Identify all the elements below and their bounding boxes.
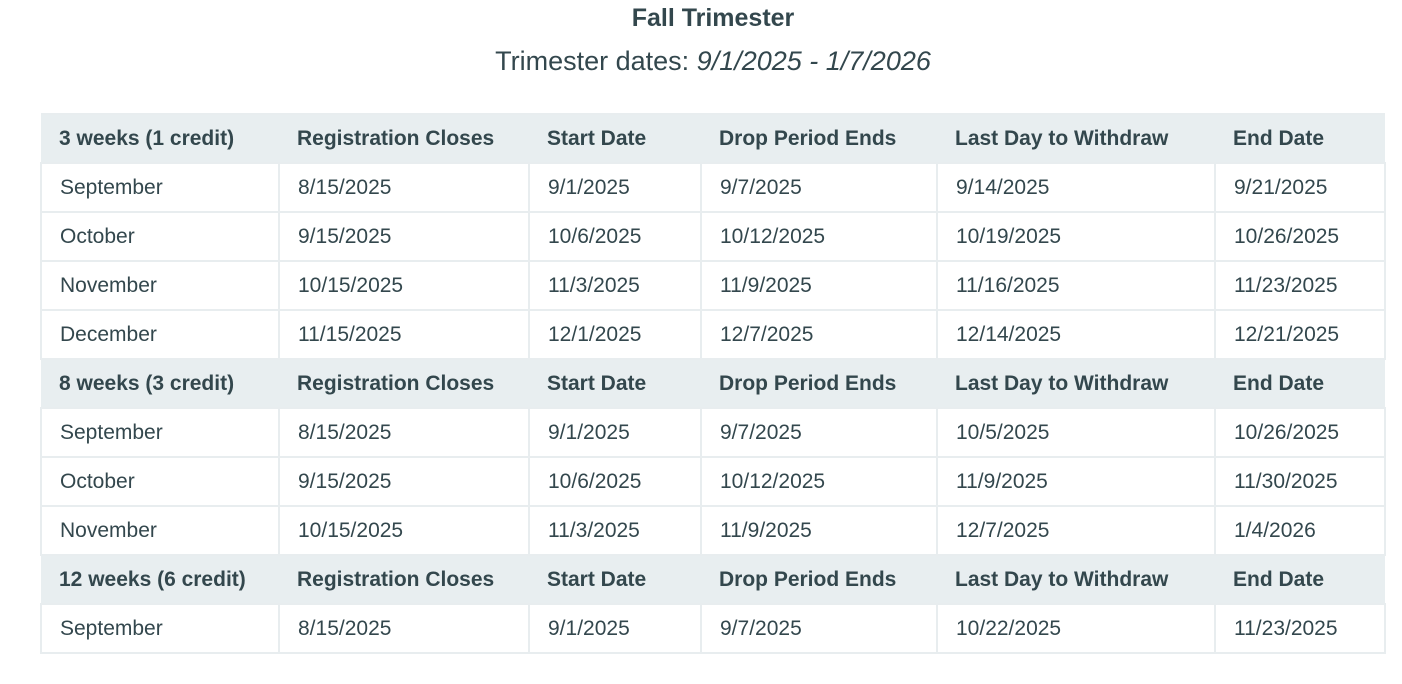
column-header: Last Day to Withdraw xyxy=(937,554,1215,605)
table-cell: September xyxy=(40,603,280,654)
table-row: November 10/15/2025 11/3/2025 11/9/2025 11/1… xyxy=(40,260,1386,311)
table-cell: 10/12/2025 xyxy=(700,211,938,262)
section-label: 12 weeks (6 credit) xyxy=(41,554,279,605)
table-cell: 11/9/2025 xyxy=(700,260,938,311)
table-cell: 9/7/2025 xyxy=(700,603,938,654)
section-header-row: 8 weeks (3 credit) Registration Closes Sta… xyxy=(41,358,1385,409)
table-cell: September xyxy=(40,162,280,213)
table-row: October 9/15/2025 10/6/2025 10/12/2025 11/9/… xyxy=(40,456,1386,507)
column-header: Drop Period Ends xyxy=(701,113,937,164)
column-header: End Date xyxy=(1215,554,1385,605)
column-header: Registration Closes xyxy=(279,358,529,409)
schedule-table: 3 weeks (1 credit) Registration Closes Sta… xyxy=(40,113,1386,654)
column-header: End Date xyxy=(1215,113,1385,164)
table-cell: 11/9/2025 xyxy=(936,456,1216,507)
table-cell: 11/30/2025 xyxy=(1214,456,1386,507)
table-cell: 12/7/2025 xyxy=(936,505,1216,556)
table-row: December 11/15/2025 12/1/2025 12/7/2025 12/1… xyxy=(40,309,1386,360)
column-header: Start Date xyxy=(529,554,701,605)
section-header-row: 3 weeks (1 credit) Registration Closes Sta… xyxy=(41,113,1385,164)
table-cell: 9/1/2025 xyxy=(528,603,702,654)
table-cell: 11/3/2025 xyxy=(528,505,702,556)
column-header: Registration Closes xyxy=(279,113,529,164)
table-row: September 8/15/2025 9/1/2025 9/7/2025 10/22/… xyxy=(40,603,1386,654)
table-cell: 10/15/2025 xyxy=(278,260,530,311)
page-title: Fall Trimester xyxy=(631,4,795,32)
table-row: September 8/15/2025 9/1/2025 9/7/2025 10/5/2… xyxy=(40,407,1386,458)
table-cell: 1/4/2026 xyxy=(1214,505,1386,556)
table-cell: 11/3/2025 xyxy=(528,260,702,311)
column-header: Drop Period Ends xyxy=(701,554,937,605)
table-cell: 10/19/2025 xyxy=(936,211,1216,262)
table-cell: 12/14/2025 xyxy=(936,309,1216,360)
column-header: End Date xyxy=(1215,358,1385,409)
table-cell: 10/26/2025 xyxy=(1214,211,1386,262)
table-cell: 10/6/2025 xyxy=(528,456,702,507)
table-cell: October xyxy=(40,456,280,507)
table-cell: 9/7/2025 xyxy=(700,162,938,213)
section-header-row: 12 weeks (6 credit) Registration Closes St… xyxy=(41,554,1385,605)
table-cell: 10/6/2025 xyxy=(528,211,702,262)
table-cell: 11/23/2025 xyxy=(1214,260,1386,311)
column-header: Start Date xyxy=(529,358,701,409)
table-cell: 9/1/2025 xyxy=(528,407,702,458)
column-header: Start Date xyxy=(529,113,701,164)
table-cell: November xyxy=(40,505,280,556)
trimester-dates: Trimester dates: 9/1/2025 - 1/7/2026 xyxy=(0,46,1402,77)
table-cell: 9/15/2025 xyxy=(278,456,530,507)
section-label: 3 weeks (1 credit) xyxy=(41,113,279,164)
table-cell: 10/12/2025 xyxy=(700,456,938,507)
table-cell: 12/21/2025 xyxy=(1214,309,1386,360)
table-cell: December xyxy=(40,309,280,360)
section-label: 8 weeks (3 credit) xyxy=(41,358,279,409)
table-cell: November xyxy=(40,260,280,311)
table-cell: 10/15/2025 xyxy=(278,505,530,556)
table-cell: 8/15/2025 xyxy=(278,162,530,213)
table-row: September 8/15/2025 9/1/2025 9/7/2025 9/14/2… xyxy=(40,162,1386,213)
subtitle-dates: 9/1/2025 - 1/7/2026 xyxy=(696,46,931,76)
column-header: Last Day to Withdraw xyxy=(937,358,1215,409)
table-cell: 9/21/2025 xyxy=(1214,162,1386,213)
column-header: Last Day to Withdraw xyxy=(937,113,1215,164)
table-cell: 11/15/2025 xyxy=(278,309,530,360)
table-cell: 9/14/2025 xyxy=(936,162,1216,213)
table-cell: 11/23/2025 xyxy=(1214,603,1386,654)
table-cell: 11/16/2025 xyxy=(936,260,1216,311)
table-cell: 12/1/2025 xyxy=(528,309,702,360)
column-header: Registration Closes xyxy=(279,554,529,605)
table-row: November 10/15/2025 11/3/2025 11/9/2025 12/7… xyxy=(40,505,1386,556)
column-header: Drop Period Ends xyxy=(701,358,937,409)
table-cell: 11/9/2025 xyxy=(700,505,938,556)
table-cell: 10/5/2025 xyxy=(936,407,1216,458)
table-cell: October xyxy=(40,211,280,262)
table-cell: 9/15/2025 xyxy=(278,211,530,262)
table-cell: 12/7/2025 xyxy=(700,309,938,360)
table-cell: 9/7/2025 xyxy=(700,407,938,458)
table-cell: 9/1/2025 xyxy=(528,162,702,213)
table-row: October 9/15/2025 10/6/2025 10/12/2025 10/19… xyxy=(40,211,1386,262)
table-cell: September xyxy=(40,407,280,458)
table-cell: 10/22/2025 xyxy=(936,603,1216,654)
table-cell: 10/26/2025 xyxy=(1214,407,1386,458)
subtitle-label: Trimester dates: xyxy=(495,46,697,76)
table-cell: 8/15/2025 xyxy=(278,407,530,458)
table-cell: 8/15/2025 xyxy=(278,603,530,654)
